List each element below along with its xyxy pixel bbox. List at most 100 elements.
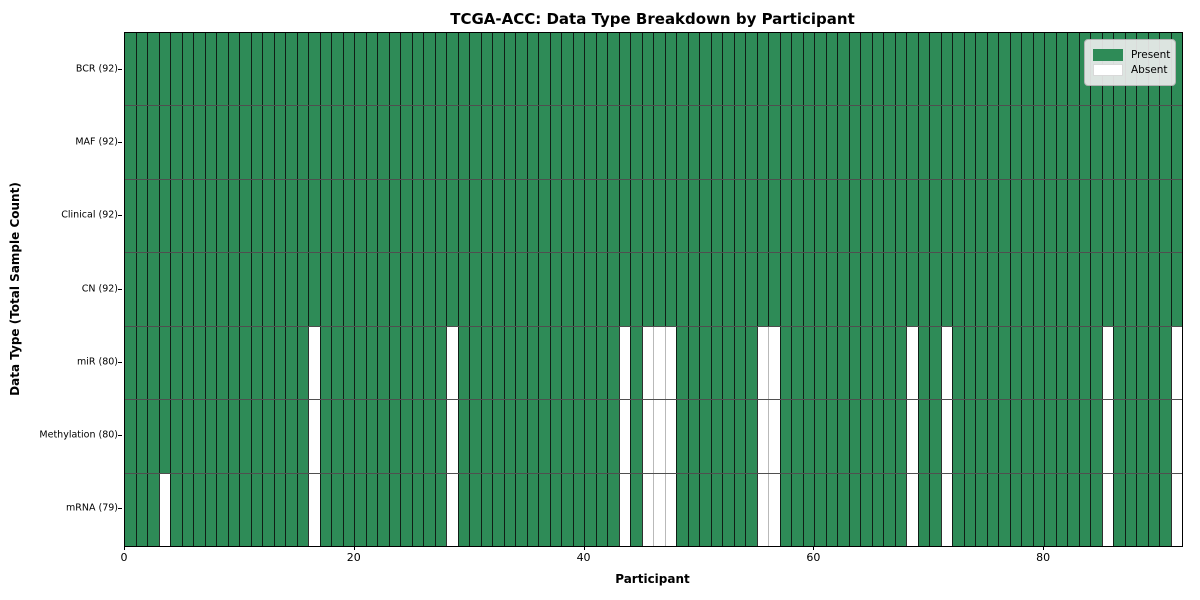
heatmap-cell-present <box>722 326 734 400</box>
heatmap-cell-present <box>549 106 561 179</box>
heatmap-cell-present <box>216 106 228 179</box>
heatmap-cell-present <box>618 179 630 253</box>
heatmap-cell-present <box>1067 326 1079 400</box>
heatmap-cell-present <box>814 33 826 106</box>
heatmap-cell-present <box>331 179 343 253</box>
heatmap-cell-present <box>423 473 435 546</box>
heatmap-cell-present <box>630 400 642 473</box>
heatmap-cell-present <box>630 179 642 253</box>
heatmap-row <box>125 178 1182 253</box>
heatmap-cell-absent <box>308 400 320 473</box>
heatmap-cell-present <box>227 33 239 106</box>
heatmap-cell-present <box>756 179 768 253</box>
heatmap-cell-present <box>929 473 941 546</box>
heatmap-cell-present <box>871 106 883 179</box>
heatmap-cell-present <box>423 400 435 473</box>
heatmap-cell-present <box>929 179 941 253</box>
heatmap-cell-present <box>710 106 722 179</box>
heatmap-cell-present <box>1101 253 1113 326</box>
heatmap-cell-absent <box>1101 400 1113 473</box>
heatmap-cell-present <box>1159 106 1171 179</box>
heatmap-cell-present <box>676 33 688 106</box>
y-tick-mark <box>118 435 122 437</box>
heatmap-cell-present <box>825 326 837 400</box>
heatmap-cell-present <box>549 400 561 473</box>
heatmap-cell-present <box>883 326 895 400</box>
heatmap-cell-present <box>664 33 676 106</box>
heatmap-cell-present <box>986 33 998 106</box>
heatmap-cell-present <box>400 400 412 473</box>
heatmap-cell-present <box>802 106 814 179</box>
heatmap-cell-present <box>216 179 228 253</box>
heatmap-cell-present <box>457 106 469 179</box>
heatmap-cell-present <box>699 400 711 473</box>
heatmap-cell-present <box>837 326 849 400</box>
heatmap-cell-present <box>733 473 745 546</box>
heatmap-cell-present <box>802 400 814 473</box>
heatmap-cell-present <box>952 106 964 179</box>
heatmap-cell-present <box>584 33 596 106</box>
heatmap-cell-present <box>917 106 929 179</box>
heatmap-cell-present <box>963 33 975 106</box>
heatmap-cell-present <box>273 253 285 326</box>
heatmap-cell-present <box>239 253 251 326</box>
heatmap-cell-present <box>469 400 481 473</box>
heatmap-cell-present <box>1067 179 1079 253</box>
heatmap-cell-present <box>929 253 941 326</box>
heatmap-cell-present <box>779 473 791 546</box>
heatmap-cell-absent <box>641 473 653 546</box>
heatmap-cell-present <box>883 33 895 106</box>
heatmap-cell-present <box>158 400 170 473</box>
heatmap-cell-present <box>239 400 251 473</box>
heatmap-cell-present <box>917 253 929 326</box>
heatmap-cell-present <box>998 400 1010 473</box>
heatmap-cell-present <box>1170 253 1182 326</box>
heatmap-cell-present <box>262 179 274 253</box>
heatmap-cell-present <box>319 106 331 179</box>
heatmap-cell-present <box>342 326 354 400</box>
heatmap-cell-present <box>388 179 400 253</box>
heatmap-cell-present <box>699 473 711 546</box>
heatmap-cell-present <box>814 326 826 400</box>
y-tick-label: mRNA (79) <box>66 502 118 514</box>
heatmap-cell-present <box>285 400 297 473</box>
heatmap-cell-present <box>423 179 435 253</box>
heatmap-cell-present <box>710 253 722 326</box>
heatmap-cell-present <box>1067 473 1079 546</box>
heatmap-cell-present <box>204 253 216 326</box>
heatmap-cell-present <box>319 179 331 253</box>
heatmap-cell-present <box>365 106 377 179</box>
heatmap-cell-present <box>319 33 331 106</box>
heatmap-cell-absent <box>446 400 458 473</box>
heatmap-cell-present <box>227 400 239 473</box>
heatmap-cell-present <box>722 473 734 546</box>
heatmap-cell-present <box>699 326 711 400</box>
heatmap-cell-present <box>400 473 412 546</box>
heatmap-cell-present <box>687 326 699 400</box>
heatmap-cell-present <box>1021 473 1033 546</box>
heatmap-cell-present <box>457 253 469 326</box>
heatmap-cell-present <box>572 253 584 326</box>
heatmap-cell-present <box>239 106 251 179</box>
heatmap-cell-present <box>457 326 469 400</box>
heatmap-cell-present <box>848 326 860 400</box>
heatmap-cell-present <box>492 326 504 400</box>
heatmap-cell-present <box>262 400 274 473</box>
heatmap-cell-present <box>814 400 826 473</box>
heatmap-cell-present <box>1055 179 1067 253</box>
heatmap-row <box>125 472 1182 546</box>
heatmap-cell-present <box>273 326 285 400</box>
heatmap-cell-present <box>1032 400 1044 473</box>
heatmap-cell-present <box>814 106 826 179</box>
heatmap-cell-present <box>998 253 1010 326</box>
heatmap-cell-present <box>986 326 998 400</box>
heatmap-cell-present <box>572 106 584 179</box>
heatmap-cell-present <box>825 253 837 326</box>
heatmap-cell-absent <box>906 473 918 546</box>
heatmap-cell-present <box>860 326 872 400</box>
x-tick-label: 80 <box>1036 551 1051 564</box>
heatmap-cell-present <box>526 473 538 546</box>
heatmap-cell-present <box>561 33 573 106</box>
heatmap-cell-present <box>170 179 182 253</box>
